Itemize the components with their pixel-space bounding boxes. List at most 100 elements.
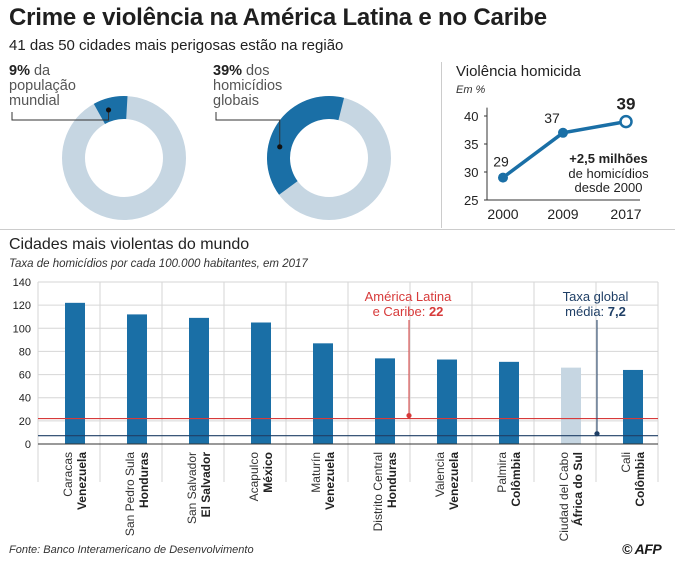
donut-chart-population	[11, 96, 186, 220]
line-point	[619, 114, 633, 129]
bar-city-label: San Salvador	[185, 452, 199, 524]
bar-ytick-label: 60	[19, 370, 31, 382]
donut-1-text-2: população	[9, 78, 76, 94]
bar-country-label: El Salvador	[199, 452, 213, 518]
bar-category-label: Maturín Venezuela	[309, 452, 337, 510]
bar-city-label: Palmira	[495, 452, 509, 493]
annotation-line-1: +2,5 milhões	[569, 151, 648, 166]
line-chart-unit: Em %	[456, 84, 486, 96]
donut-2-segment	[267, 96, 345, 195]
bar-country-label: Venezuela	[447, 452, 461, 510]
ref-global-label: Taxa global média: 7,2	[548, 289, 643, 319]
line-xtick-label: 2017	[610, 206, 641, 222]
bar-category-label: San Salvador El Salvador	[185, 452, 213, 524]
donut-1-leader-dot	[105, 107, 112, 113]
line-chart-annotation: +2,5 milhões de homicídios desde 2000	[556, 151, 661, 196]
donut-2-text-2: homicídios	[213, 78, 283, 94]
afp-logo: © AFP	[622, 541, 662, 557]
bar	[65, 302, 85, 444]
bar	[561, 367, 581, 444]
bar	[499, 361, 519, 444]
ref-global-line-2: média:	[565, 304, 608, 319]
donut-2-percent: 39%	[213, 63, 243, 79]
donut-2-label: 39% dos homicídios globais	[213, 64, 282, 109]
line-value-label: 39	[617, 95, 636, 114]
ref-latam-value: 22	[428, 304, 444, 319]
bar-country-label: Colômbia	[633, 452, 647, 507]
divider-vertical	[441, 62, 442, 228]
bar-city-label: Cali	[619, 452, 633, 473]
donut-2-text-3: globais	[213, 93, 259, 109]
page-subtitle: 41 das 50 cidades mais perigosas estão n…	[9, 37, 344, 54]
ref-latam-dot	[406, 412, 412, 419]
ref-global-value: 7,2	[607, 304, 626, 319]
bar-category-label: Caracas Venezuela	[61, 452, 89, 510]
bar-city-label: San Pedro Sula	[123, 452, 137, 536]
bar-chart-title: Cidades mais violentas do mundo	[9, 236, 250, 253]
line-value-label: 37	[544, 110, 560, 126]
bar-ytick-label: 120	[13, 300, 31, 312]
page-title: Crime e violência na América Latina e no…	[9, 4, 547, 31]
bar-country-label: Honduras	[385, 452, 399, 508]
bar	[127, 314, 147, 444]
bar-category-label: Palmira Colômbia	[495, 452, 523, 507]
line-value-label: 29	[493, 154, 509, 170]
line-point	[498, 172, 508, 183]
bar-category-label: Distrito Central Honduras	[371, 452, 399, 532]
divider-horizontal	[0, 229, 675, 230]
ref-latam-line-2: e Caribe:	[372, 304, 429, 319]
ref-global-line-1: Taxa global	[562, 289, 629, 304]
bar-category-label: Acapulco México	[247, 452, 275, 502]
source-footer: Fonte: Banco Interamericano de Desenvolv…	[9, 544, 254, 556]
bar-country-label: Venezuela	[323, 452, 337, 510]
bar-ytick-label: 140	[13, 277, 31, 289]
bar-category-label: Ciudad del Cabo África do Sul	[557, 452, 585, 542]
donut-1-label: 9% da população mundial	[9, 64, 76, 109]
bar-category-label: San Pedro Sula Honduras	[123, 452, 151, 536]
bar-city-label: Valencia	[433, 452, 447, 497]
donut-1-leader-line	[11, 109, 110, 121]
line-ytick-label: 25	[464, 193, 478, 208]
line-chart-title: Violência homicida	[456, 63, 581, 80]
bar-country-label: Venezuela	[75, 452, 89, 510]
bar-city-label: Acapulco	[247, 452, 261, 502]
bar	[189, 317, 209, 444]
bar-chart-note: Taxa de homicídios por cada 100.000 habi…	[9, 258, 308, 270]
bar	[375, 358, 395, 444]
donut-1-ring	[62, 96, 186, 220]
donut-2-leader-dot	[277, 144, 283, 150]
line-ytick-label: 35	[464, 137, 478, 152]
bar-ytick-label: 20	[19, 416, 31, 428]
bar-ytick-label: 0	[25, 439, 31, 451]
bar-category-label: Cali Colômbia	[619, 452, 647, 507]
donut-2-leader-line	[215, 112, 281, 147]
bar-country-label: México	[261, 452, 275, 493]
bar	[313, 343, 333, 444]
line-xtick-label: 2000	[487, 206, 518, 222]
bar-country-label: África do Sul	[570, 452, 585, 526]
line-xtick-label: 2009	[547, 206, 578, 222]
donut-charts	[11, 96, 391, 220]
donut-1-text-1: da	[29, 63, 51, 79]
ref-latam-line-1: América Latina	[364, 289, 452, 304]
line-chart: 25 30 35 40 2000 2009 2017 29 37 39	[464, 95, 642, 222]
bar-ytick-label: 80	[19, 346, 31, 358]
bar-country-label: Honduras	[137, 452, 151, 508]
bar-city-label: Distrito Central	[371, 452, 385, 531]
bar	[437, 359, 457, 444]
annotation-line-3: desde 2000	[574, 180, 643, 195]
line-ytick-label: 30	[464, 165, 478, 180]
donut-1-text-3: mundial	[9, 93, 60, 109]
line-ytick-label: 40	[464, 109, 478, 124]
bar-city-label: Caracas	[61, 452, 75, 497]
bar-category-label: Valencia Venezuela	[433, 452, 461, 510]
bar	[251, 322, 271, 444]
bar-country-label: Colômbia	[509, 452, 523, 507]
ref-latam-label: América Latina e Caribe: 22	[353, 289, 463, 319]
ref-global-dot	[594, 431, 600, 437]
bar-ytick-label: 40	[19, 393, 31, 405]
line-point	[558, 127, 568, 138]
donut-2-text-1: dos	[242, 63, 270, 79]
bar-ytick-label: 100	[13, 323, 31, 335]
